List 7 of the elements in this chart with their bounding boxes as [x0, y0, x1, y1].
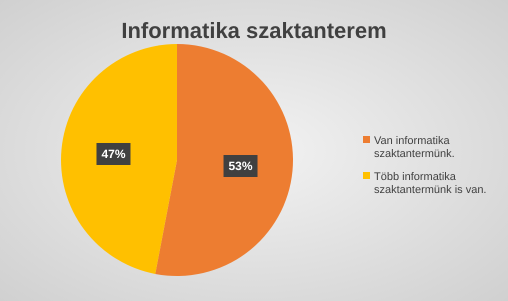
data-label: 47% — [101, 147, 126, 162]
chart-title: Informatika szaktanterem — [121, 18, 387, 43]
legend-label: Több informatika szaktantermünk is van. — [374, 170, 486, 196]
pie-slice — [155, 44, 293, 276]
legend-label: Van informatika szaktantermünk. — [374, 134, 455, 160]
pie-slice — [61, 44, 177, 274]
data-label: 53% — [228, 159, 253, 174]
